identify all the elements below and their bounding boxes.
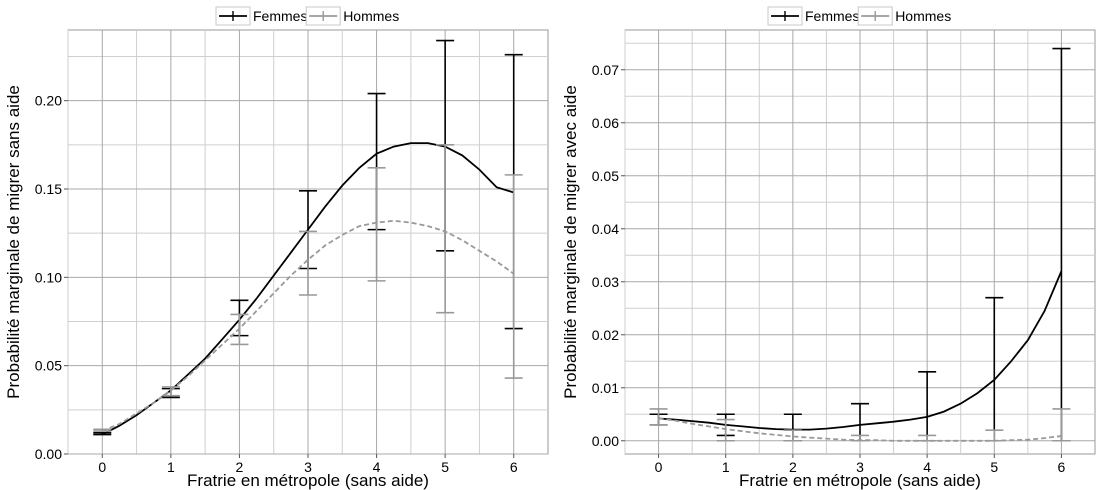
x-tick-label: 1 (722, 459, 730, 475)
legend-label-hommes: Hommes (895, 8, 951, 24)
y-tick-label: 0.03 (592, 274, 619, 290)
x-axis-title: Fratrie en métropole (sans aide) (739, 471, 981, 490)
x-tick-label: 2 (789, 459, 797, 475)
series-line-hommes (658, 417, 1062, 442)
x-tick-label: 4 (923, 459, 931, 475)
y-tick-label: 0.20 (35, 93, 62, 109)
y-tick-label: 0.05 (35, 358, 62, 374)
series-line-hommes (101, 219, 515, 432)
y-tick-label: 0.04 (592, 221, 619, 237)
legend-label-femmes: Femmes (805, 8, 859, 24)
x-tick-label: 0 (98, 459, 106, 475)
y-tick-label: 0.15 (35, 181, 62, 197)
y-tick-label: 0.02 (592, 327, 619, 343)
x-tick-label: 5 (441, 459, 449, 475)
legend-label-femmes: Femmes (253, 8, 307, 24)
y-tick-label: 0.10 (35, 269, 62, 285)
y-tick-label: 0.00 (35, 446, 62, 462)
y-tick-label: 0.07 (592, 62, 619, 78)
y-axis-title: Probabilité marginale de migrer sans aid… (4, 85, 23, 399)
y-tick-label: 0.06 (592, 115, 619, 131)
x-tick-label: 2 (236, 459, 244, 475)
chart-panel-2: 0 1 2 3 4 5 6 0.00 0.01 0.02 0.03 0.04 0.05 0.06 0.07 F… (561, 6, 1096, 490)
x-tick-label: 6 (1058, 459, 1066, 475)
legend: Femmes Hommes (767, 6, 951, 26)
x-tick-label: 5 (990, 459, 998, 475)
chart-panel-1: 0 1 2 3 4 5 6 0.00 0.05 0.10 0.15 0.20 Fratrie en mé… (4, 6, 549, 490)
legend: Femmes Hommes (215, 6, 399, 26)
series-hommes (93, 144, 523, 432)
y-tick-label: 0.00 (592, 433, 619, 449)
x-tick-label: 4 (373, 459, 381, 475)
x-axis-title: Fratrie en métropole (sans aide) (187, 471, 429, 490)
x-tick-label: 3 (856, 459, 864, 475)
x-tick-label: 1 (167, 459, 175, 475)
x-tick-label: 6 (510, 459, 518, 475)
series-hommes (649, 408, 1071, 442)
x-tick-label: 0 (655, 459, 663, 475)
legend-label-hommes: Hommes (343, 8, 399, 24)
y-axis-title: Probabilité marginale de migrer avec aid… (561, 85, 580, 399)
y-tick-label: 0.05 (592, 168, 619, 184)
y-tick-label: 0.01 (592, 380, 619, 396)
x-tick-label: 3 (304, 459, 312, 475)
